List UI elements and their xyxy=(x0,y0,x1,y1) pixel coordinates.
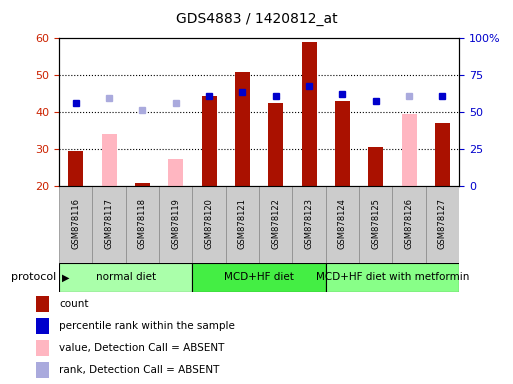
Text: GSM878125: GSM878125 xyxy=(371,198,380,248)
Bar xyxy=(226,186,259,263)
Bar xyxy=(159,186,192,263)
Bar xyxy=(235,72,250,186)
Bar xyxy=(335,101,350,186)
Text: GSM878120: GSM878120 xyxy=(205,198,213,248)
Bar xyxy=(102,134,116,186)
Text: GSM878124: GSM878124 xyxy=(338,198,347,248)
Text: value, Detection Call = ABSENT: value, Detection Call = ABSENT xyxy=(59,343,224,353)
Bar xyxy=(36,362,49,379)
Bar xyxy=(192,263,326,292)
Text: rank, Detection Call = ABSENT: rank, Detection Call = ABSENT xyxy=(59,365,220,375)
Text: GSM878116: GSM878116 xyxy=(71,198,80,249)
Text: MCD+HF diet: MCD+HF diet xyxy=(224,272,294,283)
Bar xyxy=(292,186,326,263)
Text: count: count xyxy=(59,299,89,309)
Text: GSM878118: GSM878118 xyxy=(138,198,147,249)
Bar xyxy=(92,186,126,263)
Bar xyxy=(426,186,459,263)
Bar xyxy=(402,114,417,186)
Text: GSM878127: GSM878127 xyxy=(438,198,447,249)
Bar xyxy=(36,340,49,356)
Text: GSM878117: GSM878117 xyxy=(105,198,113,249)
Text: protocol: protocol xyxy=(11,272,56,283)
Bar xyxy=(168,159,183,186)
Bar xyxy=(126,186,159,263)
Bar xyxy=(68,151,83,186)
Text: GSM878126: GSM878126 xyxy=(405,198,413,249)
Bar xyxy=(135,182,150,186)
Text: GDS4883 / 1420812_at: GDS4883 / 1420812_at xyxy=(175,12,338,25)
Bar xyxy=(192,186,226,263)
Text: GSM878121: GSM878121 xyxy=(238,198,247,248)
Text: GSM878123: GSM878123 xyxy=(305,198,313,249)
Bar xyxy=(268,103,283,186)
Bar xyxy=(59,186,92,263)
Text: normal diet: normal diet xyxy=(95,272,156,283)
Bar xyxy=(392,186,426,263)
Bar xyxy=(368,147,383,186)
Bar xyxy=(326,186,359,263)
Bar xyxy=(435,123,450,186)
Text: percentile rank within the sample: percentile rank within the sample xyxy=(59,321,235,331)
Bar xyxy=(302,42,317,186)
Text: MCD+HF diet with metformin: MCD+HF diet with metformin xyxy=(316,272,469,283)
Bar xyxy=(202,96,216,186)
Bar xyxy=(359,186,392,263)
Bar xyxy=(36,296,49,312)
Text: GSM878119: GSM878119 xyxy=(171,198,180,248)
Text: GSM878122: GSM878122 xyxy=(271,198,280,248)
Bar xyxy=(36,318,49,334)
Text: ▶: ▶ xyxy=(62,272,69,283)
Bar xyxy=(259,186,292,263)
Bar xyxy=(326,263,459,292)
Bar xyxy=(59,263,192,292)
